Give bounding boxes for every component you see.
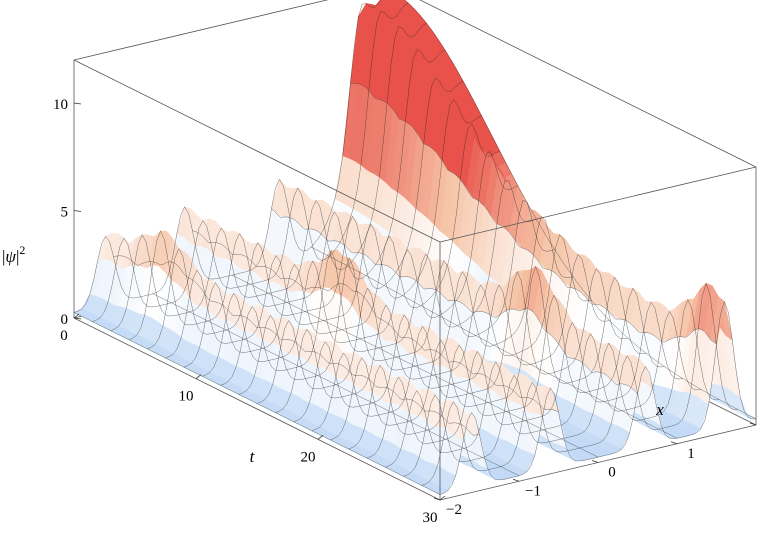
mesh-line-x: [404, 0, 757, 420]
z-label-bar-left: |: [2, 247, 5, 266]
z-tick-mark: [73, 102, 82, 105]
x-tick-label: −2: [446, 502, 462, 518]
box-edge: [439, 166, 757, 243]
mesh-line-x: [271, 208, 638, 395]
surface: [73, 0, 757, 495]
mesh-line-x: [192, 230, 559, 413]
t-tick-mark: [317, 435, 324, 440]
t-tick-label: 10: [179, 389, 194, 405]
x-tick-mark: [512, 478, 520, 482]
z-tick-label: 0: [61, 312, 69, 328]
t-tick-mark: [439, 495, 446, 501]
box-edge: [73, 59, 441, 243]
z-axis-ticks: 0 5 10: [53, 97, 68, 328]
z-tick-label: 10: [53, 97, 68, 113]
mesh-line-x: [310, 246, 678, 439]
mesh-line-x: [113, 255, 480, 436]
z-label-power: 2: [19, 243, 25, 257]
x-axis-ticks: −2 −1 0 1 2: [446, 446, 695, 518]
x-tick-mark: [591, 460, 599, 463]
z-label-psi: ψ: [5, 247, 16, 266]
z-tick-mark: [73, 210, 82, 212]
t-axis-ticks: 0 10 20 30: [60, 328, 437, 526]
z-axis-label: |ψ|2: [2, 243, 25, 266]
bounding-box-front: [73, 59, 757, 501]
t-tick-label: 20: [301, 449, 316, 465]
t-tick-label: 0: [60, 328, 68, 344]
mesh-line-x: [152, 293, 520, 476]
x-tick-mark: [749, 422, 757, 426]
mesh-line-x: [350, 82, 717, 345]
t-axis-label: t: [250, 447, 256, 466]
mesh-line-x: [231, 274, 599, 458]
z-label-bar-right: |: [16, 247, 19, 266]
z-tick-mark: [73, 317, 82, 320]
box-edge: [73, 317, 441, 501]
t-tick-label: 30: [423, 510, 438, 526]
x-axis-label: x: [655, 400, 664, 419]
box-edge: [419, 0, 757, 168]
x-tick-mark: [433, 497, 441, 501]
z-tick-label: 5: [61, 205, 69, 221]
x-tick-label: 0: [608, 465, 616, 481]
box-edge: [73, 0, 329, 61]
x-tick-mark: [670, 441, 678, 445]
x-tick-label: −1: [525, 483, 541, 499]
t-tick-mark: [73, 313, 80, 319]
mesh-line-x: [73, 312, 441, 495]
t-tick-mark: [195, 374, 202, 379]
x-tick-label: 1: [687, 446, 695, 462]
